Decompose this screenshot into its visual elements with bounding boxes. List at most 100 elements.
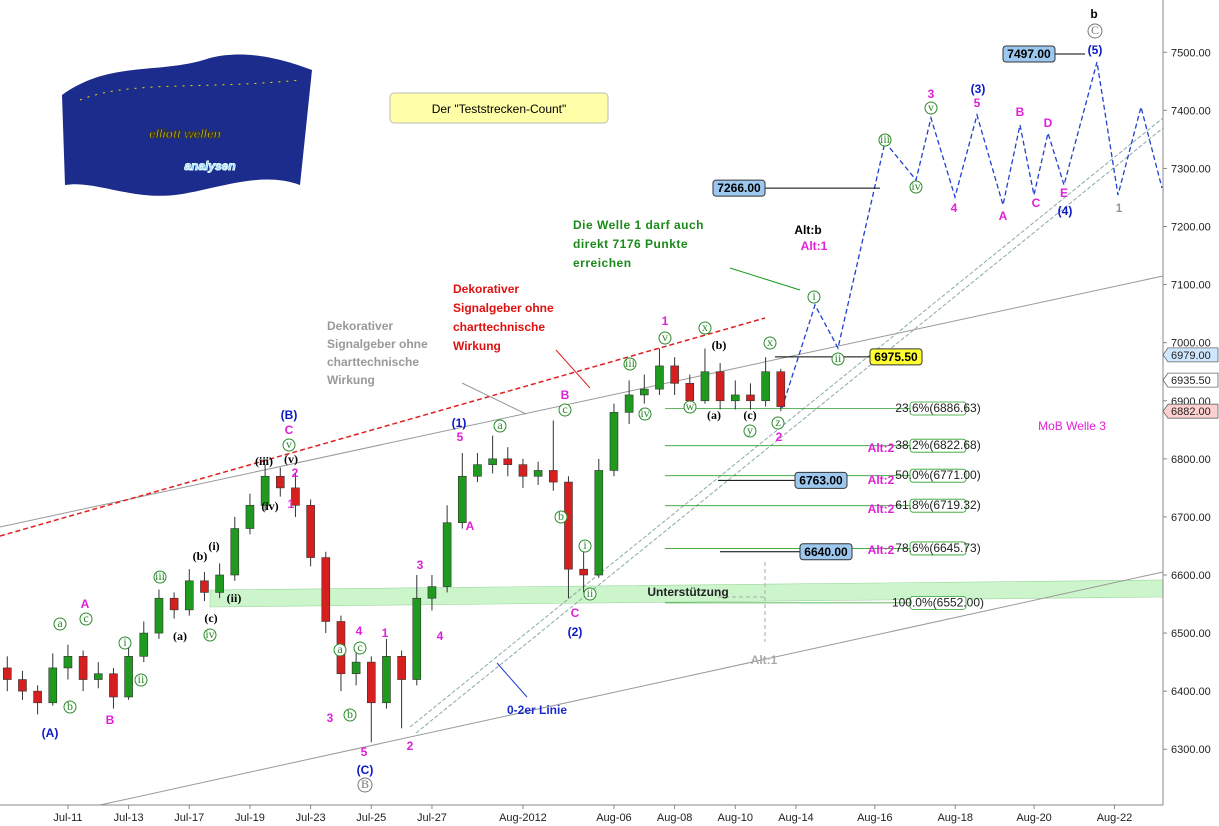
candle-body [397, 656, 406, 680]
candle-body [321, 557, 331, 622]
wave-label: v [662, 330, 668, 344]
candle-body [291, 487, 300, 506]
candle-body [564, 481, 573, 570]
note: Die Welle 1 darf auch [573, 218, 704, 232]
wave-circle [333, 643, 347, 657]
x-tick-label: Aug-06 [596, 812, 631, 824]
wave-circle [343, 708, 357, 722]
price-level-label: 6763.00 [799, 473, 843, 487]
wave-label: b [347, 707, 353, 721]
candle-body [457, 475, 467, 524]
candle-body [366, 661, 376, 704]
x-tick-label: Aug-08 [657, 812, 692, 824]
fibonacci-levels: 23.6%(6886.63) 38.2%(6822.68) 50.0%(6771.0… [665, 401, 984, 610]
wave-circle [282, 438, 296, 452]
wave-label: (i) [208, 539, 219, 553]
candle-body [275, 475, 285, 489]
wave-label: (3) [971, 82, 986, 96]
candle-body [488, 458, 497, 465]
wave-label: v [928, 100, 934, 114]
candle-body [700, 371, 710, 402]
trend-line [99, 571, 1164, 806]
wave-circle [79, 612, 93, 626]
wave-circle [118, 636, 132, 650]
wave-circle [554, 510, 568, 524]
price-level-box [869, 348, 923, 366]
title-box [389, 92, 609, 124]
pointer [729, 267, 801, 291]
wave-label: (C) [357, 763, 374, 777]
fib-box [909, 468, 967, 483]
note: erreichen [573, 256, 632, 270]
wave-circle [658, 331, 672, 345]
candle-body [715, 371, 725, 402]
pointer [461, 382, 527, 415]
candle-body [579, 568, 588, 576]
note: charttechnische [327, 355, 419, 369]
price-level-label: 6640.00 [804, 545, 848, 559]
x-tick-label: Aug-2012 [499, 812, 547, 824]
wave-label: 4 [951, 201, 958, 215]
wave-circle [63, 700, 77, 714]
wave-label: v [286, 437, 292, 451]
wave-circle [763, 336, 777, 350]
wave-label: b [558, 509, 564, 523]
candle-body [33, 690, 42, 704]
price-level-label: 6975.50 [874, 350, 918, 364]
y-tick-label: 6700.00 [1171, 512, 1211, 524]
x-tick-label: Jul-27 [417, 812, 447, 824]
note: direkt 7176 Punkte [573, 237, 688, 251]
candle-body [473, 464, 482, 477]
wave-label: (ii) [227, 591, 242, 605]
logo-text: elliott wellen [149, 127, 221, 141]
price-level-box [799, 543, 853, 561]
wave-label: (B) [281, 408, 298, 422]
y-tick-label: 6600.00 [1171, 570, 1211, 582]
wave-label: (A) [42, 726, 59, 740]
annotation: 0-2er Linie [507, 703, 567, 717]
wave-label: x [767, 335, 773, 349]
x-tick-label: Jul-11 [53, 812, 82, 824]
x-tick-label: Aug-20 [1016, 812, 1051, 824]
wave-label: (2) [568, 625, 583, 639]
candle-body [48, 667, 58, 704]
wave-circle [638, 407, 652, 421]
fib-box [909, 498, 967, 513]
x-tick-label: Jul-17 [174, 812, 204, 824]
price-tag-label: 6882.00 [1171, 406, 1211, 418]
wave-label: a [337, 642, 343, 656]
wave-label: b [67, 699, 73, 713]
wave-label: y [747, 423, 753, 437]
0-2-line [409, 117, 1164, 728]
candle-body [655, 365, 664, 390]
logo: elliott wellen analysen [62, 54, 312, 196]
chart-title: Der "Teststrecken-Count" [432, 102, 567, 116]
pointer [496, 662, 528, 698]
fib-label: 78.6%(6645.73) [895, 541, 980, 555]
candle-body [184, 580, 194, 611]
wave-label: C [1091, 23, 1099, 37]
candle-body [351, 661, 361, 675]
candle-body [730, 394, 740, 402]
wave-label: A [999, 209, 1008, 223]
wave-circle [878, 133, 892, 147]
note: Wirkung [453, 339, 501, 353]
wave-label: B [361, 777, 369, 791]
wave-label: (iv) [261, 499, 278, 513]
wave-label: ii [587, 586, 594, 600]
wave-label: i [123, 635, 127, 649]
wave-label: A [466, 519, 475, 533]
annotation: Alt:b [794, 223, 821, 237]
annotation: Unterstützung [647, 585, 728, 599]
annotation: Alt:2 [868, 502, 895, 516]
annotation: Alt:1 [801, 239, 828, 253]
x-tick-label: Jul-13 [114, 812, 144, 824]
fib-label: 23.6%(6886.63) [895, 401, 980, 415]
candle-body [306, 505, 315, 558]
wave-label: B [1016, 105, 1025, 119]
wave-label: 4 [437, 629, 444, 643]
y-tick-label: 7300.00 [1171, 163, 1211, 175]
annotation: MoB Welle 3 [1038, 419, 1106, 433]
y-tick-label: 7100.00 [1171, 280, 1211, 292]
